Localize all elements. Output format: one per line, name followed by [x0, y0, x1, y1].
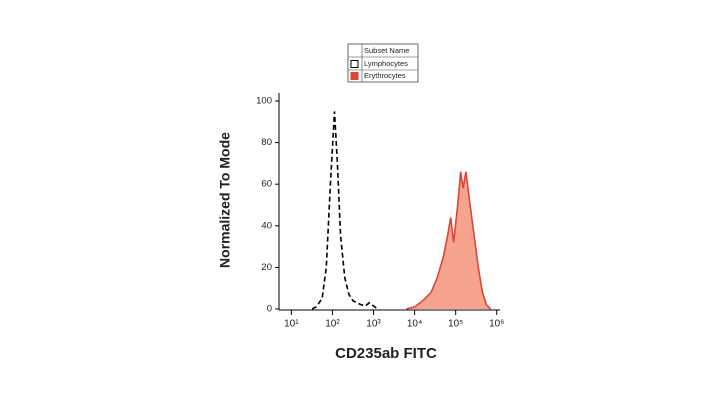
legend-label: Lymphocytes: [364, 59, 408, 68]
y-tick-label: 60: [261, 179, 272, 190]
legend-title: Subset Name: [364, 46, 409, 55]
y-tick-label: 100: [256, 96, 272, 107]
x-tick-label: 10⁶: [489, 319, 504, 330]
y-axis-label: Normalized To Mode: [217, 132, 233, 268]
y-tick-label: 0: [267, 304, 272, 315]
x-axis-label: CD235ab FITC: [335, 345, 437, 362]
y-tick-label: 20: [261, 262, 272, 273]
legend-swatch: [350, 60, 359, 68]
x-tick-label: 10⁴: [407, 319, 422, 330]
histogram-line: [311, 111, 379, 310]
x-tick-label: 10¹: [284, 319, 299, 330]
x-tick-label: 10⁵: [448, 319, 463, 330]
y-tick-label: 40: [261, 220, 272, 231]
legend-label: Erythrocytes: [364, 71, 406, 80]
legend-box: [347, 43, 419, 83]
histogram-line: [406, 171, 492, 310]
histogram-area: [406, 171, 491, 309]
y-tick-label: 80: [261, 137, 272, 148]
legend-swatch: [350, 72, 359, 80]
x-tick-label: 10²: [325, 319, 340, 330]
x-tick-label: 10³: [366, 319, 381, 330]
